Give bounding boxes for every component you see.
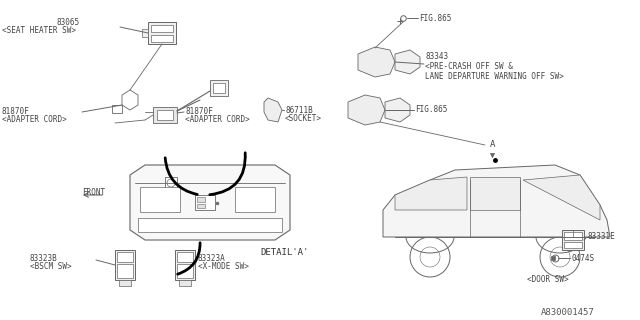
Bar <box>119 280 131 286</box>
Text: <ADAPTER CORD>: <ADAPTER CORD> <box>2 115 67 124</box>
Bar <box>115 250 135 280</box>
Bar <box>213 83 225 93</box>
Polygon shape <box>395 50 420 74</box>
Text: 83065: 83065 <box>57 18 80 27</box>
Bar <box>197 204 205 208</box>
Text: LANE DEPARTURE WARNING OFF SW>: LANE DEPARTURE WARNING OFF SW> <box>425 72 564 81</box>
Text: FIG.865: FIG.865 <box>415 105 447 114</box>
Bar <box>153 107 177 123</box>
Bar <box>148 22 176 44</box>
Bar <box>112 105 122 113</box>
Polygon shape <box>130 165 290 240</box>
Text: <X-MODE SW>: <X-MODE SW> <box>198 262 249 271</box>
Bar <box>138 218 282 232</box>
Text: <PRE-CRASH OFF SW &: <PRE-CRASH OFF SW & <box>425 62 513 71</box>
Text: 83343: 83343 <box>425 52 448 61</box>
Bar <box>142 29 148 37</box>
Bar <box>151 35 173 42</box>
Bar <box>117 252 133 262</box>
Bar <box>165 177 177 189</box>
Polygon shape <box>470 177 520 210</box>
Bar <box>177 264 193 278</box>
Polygon shape <box>523 175 600 220</box>
Text: 86711B: 86711B <box>285 106 313 115</box>
Polygon shape <box>264 98 282 122</box>
Bar <box>197 197 205 202</box>
Text: <SEAT HEATER SW>: <SEAT HEATER SW> <box>2 26 76 35</box>
Text: 83323B: 83323B <box>30 254 58 263</box>
Text: A830001457: A830001457 <box>541 308 595 317</box>
Text: 81870F: 81870F <box>2 107 29 116</box>
Polygon shape <box>348 95 385 125</box>
Bar <box>179 280 191 286</box>
Text: A: A <box>490 140 495 149</box>
Text: <BSCM SW>: <BSCM SW> <box>30 262 72 271</box>
Polygon shape <box>122 90 138 110</box>
Polygon shape <box>395 177 467 210</box>
Bar <box>175 250 195 280</box>
Text: FIG.865: FIG.865 <box>419 14 451 23</box>
Bar <box>195 195 215 210</box>
Bar <box>177 252 193 262</box>
Text: <ADAPTER CORD>: <ADAPTER CORD> <box>185 115 250 124</box>
Text: <SOCKET>: <SOCKET> <box>285 114 322 123</box>
Polygon shape <box>358 47 395 77</box>
Bar <box>564 232 582 240</box>
Polygon shape <box>385 98 410 122</box>
Bar <box>564 242 582 248</box>
Text: 83331E: 83331E <box>587 232 615 241</box>
Text: <DOOR SW>: <DOOR SW> <box>527 275 568 284</box>
Bar <box>235 187 275 212</box>
Text: 0474S: 0474S <box>571 254 594 263</box>
Bar <box>562 230 584 250</box>
Bar <box>210 80 228 96</box>
Text: DETAIL'A': DETAIL'A' <box>260 248 308 257</box>
Text: 83323A: 83323A <box>198 254 226 263</box>
Bar <box>157 110 173 120</box>
Polygon shape <box>383 165 610 237</box>
Bar <box>140 187 180 212</box>
Text: FRONT: FRONT <box>82 188 105 197</box>
Bar <box>151 25 173 32</box>
Bar <box>117 264 133 278</box>
Text: 81870F: 81870F <box>185 107 212 116</box>
